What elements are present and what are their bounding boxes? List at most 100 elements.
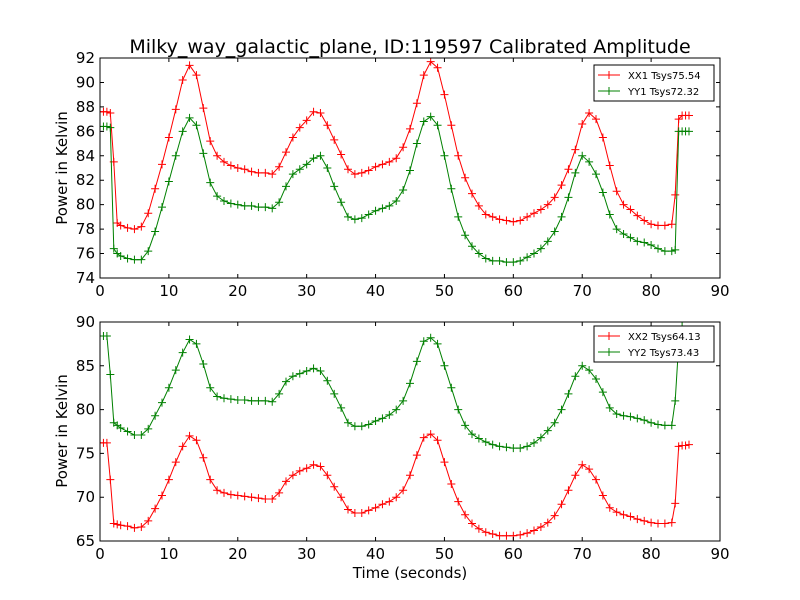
top-plot-legend-marker-2 xyxy=(605,87,613,95)
bottom-plot-series-2-point xyxy=(502,443,511,452)
top-plot-series-1-point xyxy=(371,162,380,171)
top-plot-ytick-label: 76 xyxy=(76,245,95,263)
bottom-plot-series-1-point xyxy=(130,523,139,532)
bottom-plot-series-1-point xyxy=(144,516,153,525)
top-plot-series-2-point xyxy=(309,154,318,163)
top-plot-series-2-point xyxy=(330,182,339,191)
top-plot-series-1-point xyxy=(158,160,166,169)
top-plot-series-2-point xyxy=(261,203,270,212)
top-plot-series-1-point xyxy=(288,133,297,142)
top-plot-series-1-point xyxy=(647,220,656,229)
bottom-plot-series-2-point xyxy=(654,420,662,429)
bottom-plot-series-2-point xyxy=(302,367,311,376)
top-plot-series-2-point xyxy=(385,201,394,210)
bottom-plot-series-2-point xyxy=(233,395,242,404)
bottom-plot-series-1-point xyxy=(671,499,680,508)
bottom-plot-series-1-point xyxy=(564,486,573,495)
top-plot-xtick-label: 90 xyxy=(710,282,729,300)
top-plot-ytick-label: 92 xyxy=(76,49,95,67)
top-plot-series-1-point xyxy=(178,76,187,84)
top-plot-series-1-point xyxy=(612,187,621,196)
bottom-plot-series-2-point xyxy=(213,392,222,401)
top-plot-series-1-point xyxy=(247,167,256,176)
top-plot-ytick-label: 78 xyxy=(76,220,95,238)
top-plot-series-2-point xyxy=(144,247,153,256)
top-plot-series-2-point xyxy=(254,203,263,212)
bottom-plot-xtick-label: 80 xyxy=(642,545,661,563)
bottom-plot-series-1-point xyxy=(344,505,352,514)
top-plot-series-2-point xyxy=(399,186,408,194)
bottom-plot-series-2-point xyxy=(185,335,194,344)
bottom-plot-series-2-point xyxy=(137,431,146,440)
bottom-plot-series-2-point xyxy=(199,360,208,369)
top-plot-series-2-point xyxy=(605,210,614,219)
bottom-plot-series-1-point xyxy=(282,477,290,486)
top-plot-series-1-point xyxy=(640,216,649,225)
top-plot-series-2-point xyxy=(164,177,173,186)
bottom-plot-series-2-point xyxy=(178,348,187,357)
top-plot-series-2-point xyxy=(392,197,401,205)
top-plot-series-2-point xyxy=(440,151,449,160)
top-plot-series-1-point xyxy=(495,215,504,224)
bottom-plot-series-1-point xyxy=(247,493,256,502)
top-plot-series-2-point xyxy=(598,188,607,197)
bottom-plot-series-1-point xyxy=(550,511,559,520)
top-plot-series-2-point xyxy=(592,170,600,179)
top-plot-series-2-point xyxy=(206,178,215,187)
bottom-plot-series-1-point xyxy=(557,500,566,509)
bottom-plot-series-2-point xyxy=(530,438,538,447)
top-plot-series-1-point xyxy=(592,115,600,124)
top-plot-xtick-label: 10 xyxy=(159,282,178,300)
top-plot-ytick-label: 86 xyxy=(76,122,95,140)
top-plot-series-2-point xyxy=(364,210,373,219)
bottom-plot-series-2-point xyxy=(164,383,173,392)
bottom-plot-series-2-point xyxy=(226,395,235,404)
top-plot-series-2-point xyxy=(185,113,194,122)
bottom-plot-series-2-point xyxy=(633,414,642,423)
bottom-plot-series-1-point xyxy=(660,519,669,528)
bottom-plot-series-1-point xyxy=(605,503,614,512)
top-plot-series-2-point xyxy=(323,164,332,172)
bottom-plot-series-2-point xyxy=(640,416,649,425)
bottom-plot-series-2-point xyxy=(412,357,421,366)
bottom-plot-series-1-point xyxy=(233,491,242,500)
top-plot-series-2-point xyxy=(137,255,146,264)
bottom-plot-series-2-point xyxy=(247,396,256,405)
bottom-plot-series-1-point xyxy=(158,491,166,500)
bottom-plot-series-2-point xyxy=(268,397,277,406)
top-plot-series-2-point xyxy=(667,247,676,256)
top-plot-series-2-point xyxy=(378,204,387,213)
bottom-plot-data xyxy=(100,322,693,540)
bottom-plot-series-2-point xyxy=(192,339,201,348)
bottom-plot-series-2-point xyxy=(433,339,442,348)
top-plot-series-1-point xyxy=(685,111,693,120)
bottom-plot-series-2-point xyxy=(509,444,518,453)
top-plot-series-2-point xyxy=(671,245,680,254)
top-plot-series-1-point xyxy=(633,211,642,220)
top-plot-series-1-point xyxy=(275,162,284,171)
top-plot-series-1-point xyxy=(192,71,201,80)
top-plot-series-2-point xyxy=(488,256,497,265)
top-plot-ytick-label: 74 xyxy=(76,269,95,287)
bottom-plot-series-2-point xyxy=(564,389,573,398)
bottom-plot-xtick-label: 90 xyxy=(710,545,729,563)
top-plot-ytick-label: 90 xyxy=(76,73,95,91)
top-plot-series-2-point xyxy=(557,212,566,221)
top-plot-xtick-label: 20 xyxy=(228,282,247,300)
bottom-plot-series-2-point xyxy=(399,396,408,405)
bottom-plot-series-1-point xyxy=(412,451,421,460)
bottom-plot-xtick-label: 20 xyxy=(228,545,247,563)
top-plot-series-1-point xyxy=(419,71,428,80)
top-plot-series-1-point xyxy=(447,121,456,130)
bottom-plot-series-1-point xyxy=(523,529,532,538)
bottom-plot-series-2-point xyxy=(667,421,676,430)
bottom-plot-series-2-point xyxy=(116,423,125,432)
top-plot-ytick-label: 82 xyxy=(76,171,95,189)
top-plot-series-1-point xyxy=(116,221,125,230)
top-plot-series-1-point xyxy=(282,148,290,157)
bottom-plot-series-1-point xyxy=(350,508,359,517)
top-plot-series-1-point xyxy=(316,109,325,117)
bottom-plot-series-1-point xyxy=(454,497,463,506)
bottom-plot-series-1-point xyxy=(268,494,277,503)
top-plot-xtick-label: 30 xyxy=(297,282,316,300)
